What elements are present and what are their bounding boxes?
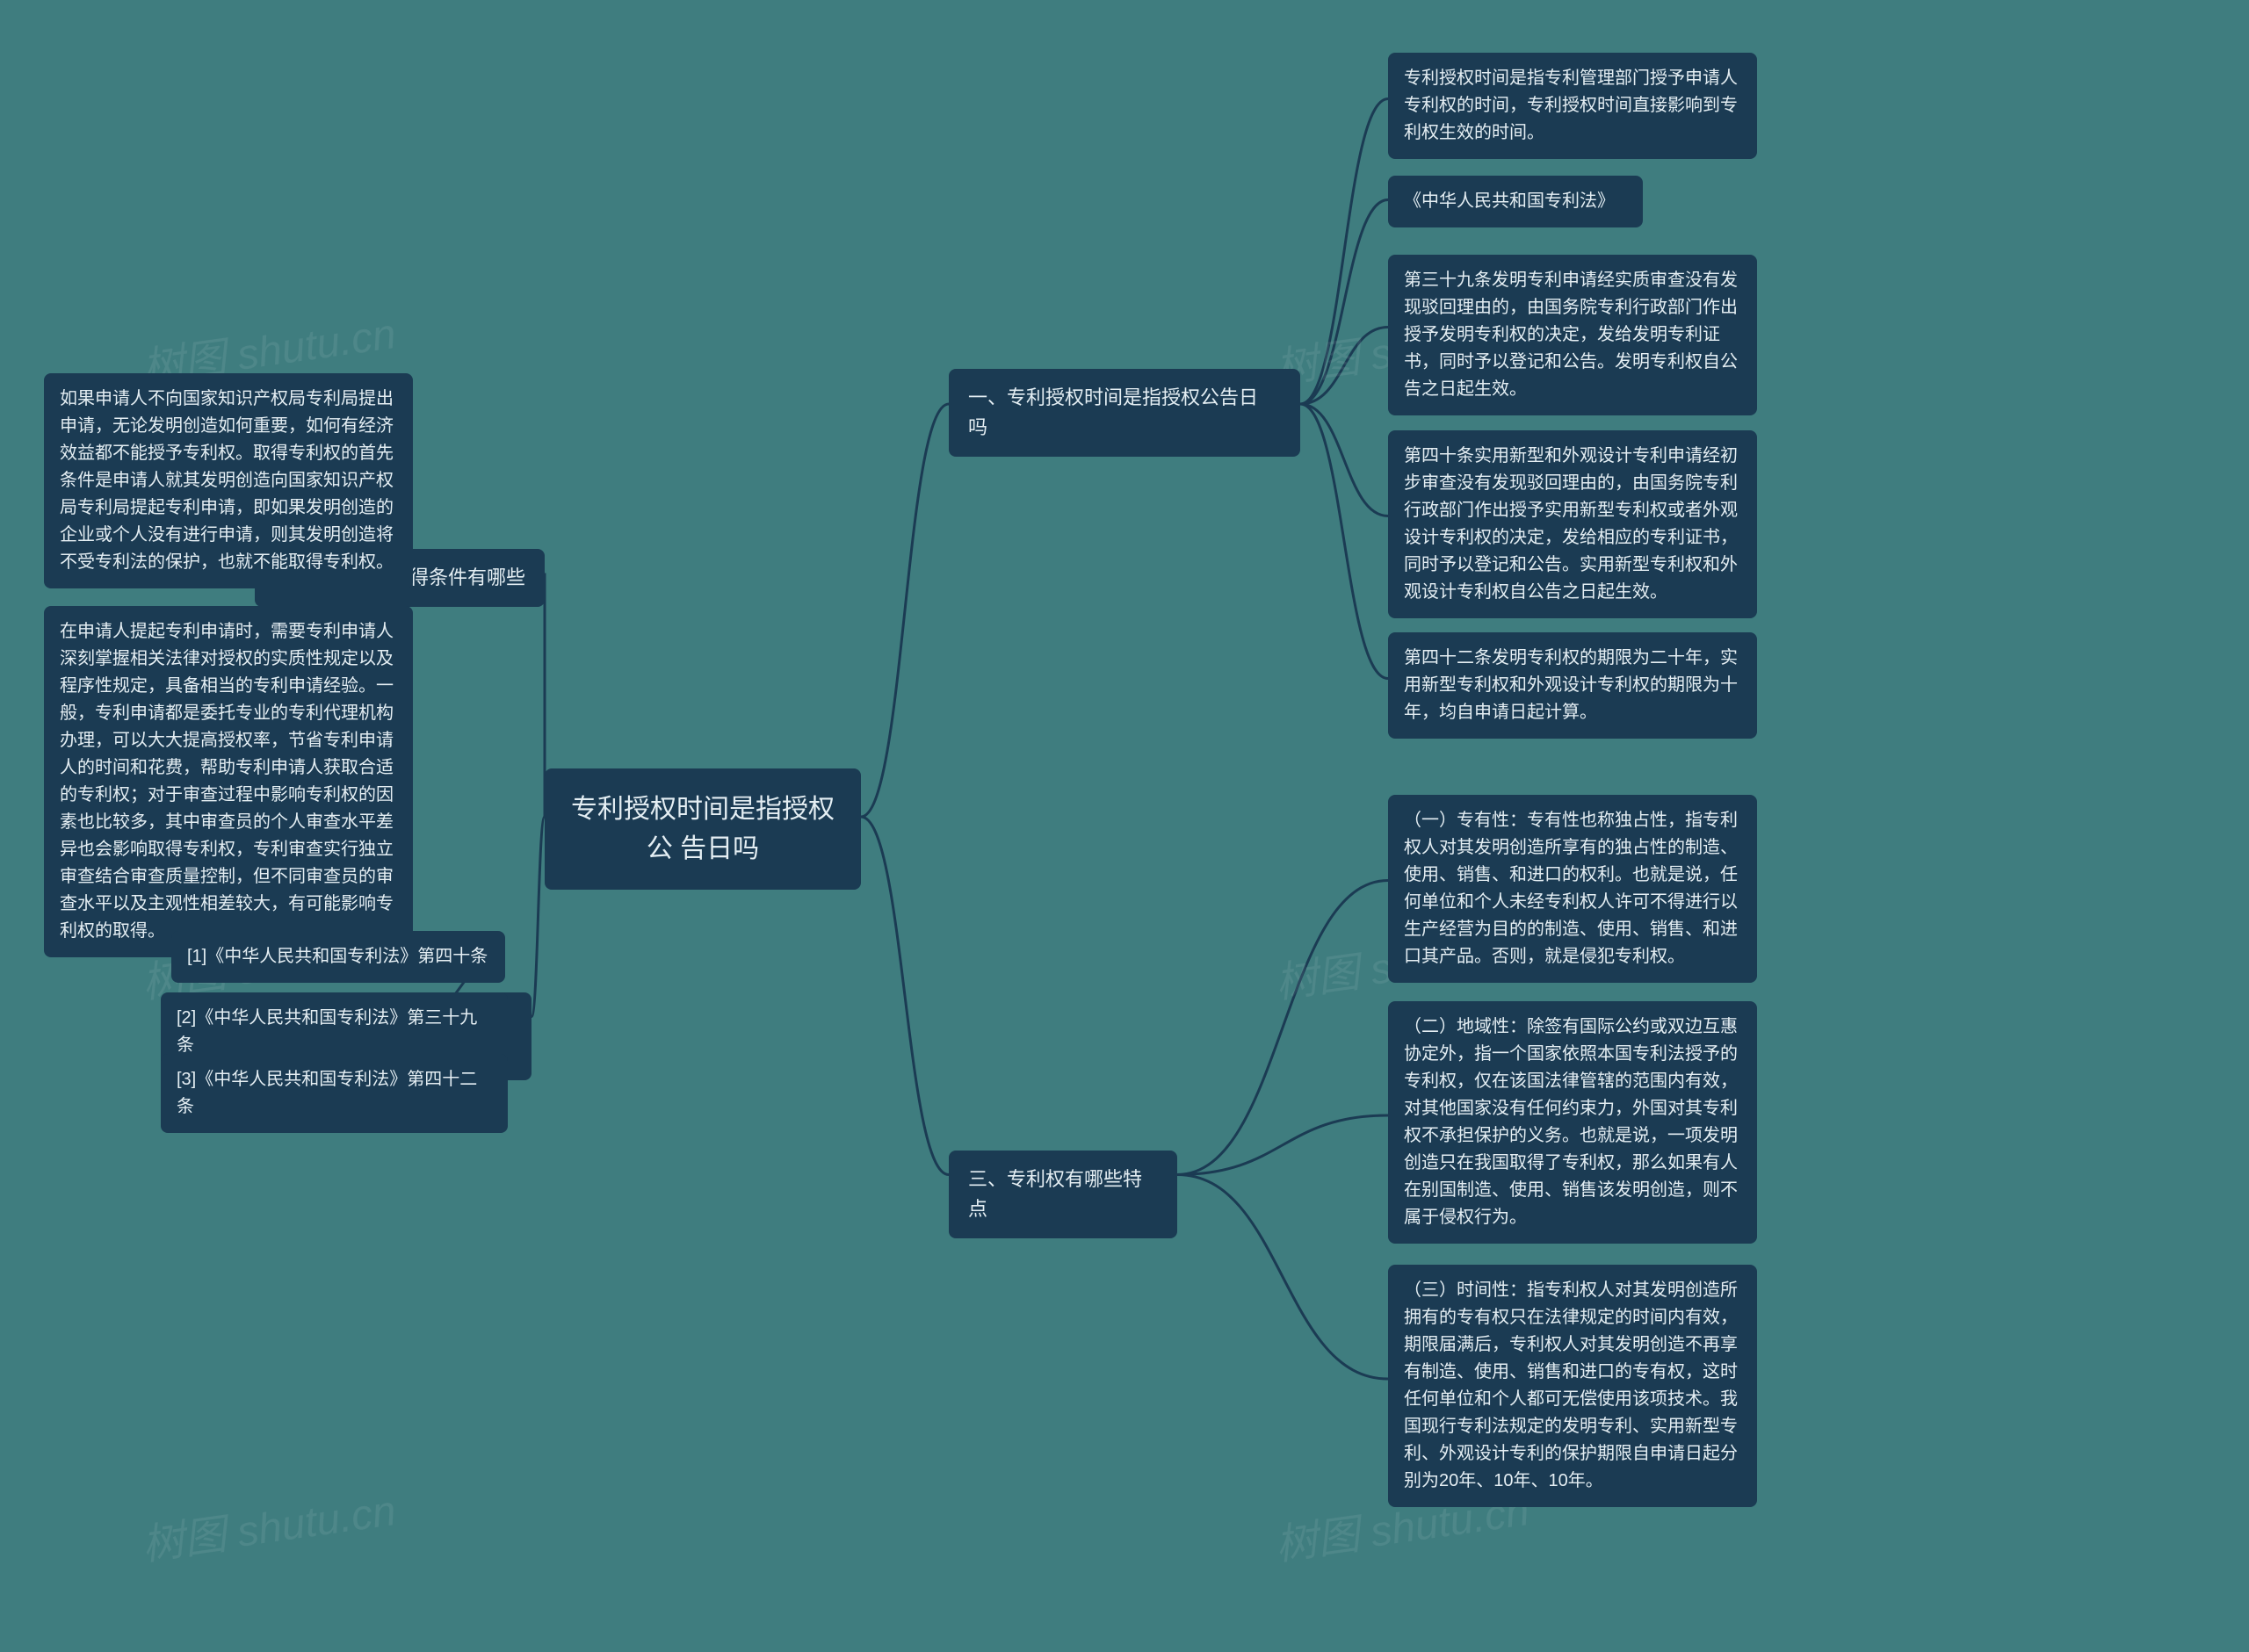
root-node: 专利授权时间是指授权公 告日吗 [545,768,861,890]
leaf-node: [3]《中华人民共和国专利法》第四十二条 [161,1054,508,1133]
leaf-node: 《中华人民共和国专利法》 [1388,176,1643,227]
edge [861,817,949,1175]
edge [1300,99,1388,405]
leaf-node: （一）专有性：专有性也称独占性，指专利权人对其发明创造所享有的独占性的制造、使用… [1388,795,1757,983]
branch-node: 一、专利授权时间是指授权公告日 吗 [949,369,1300,457]
leaf-node: 在申请人提起专利申请时，需要专利申请人深刻掌握相关法律对授权的实质性规定以及程序… [44,606,413,957]
edge [1177,1175,1388,1380]
leaf-node: 第四十条实用新型和外观设计专利申请经初步审查没有发现驳回理由的，由国务院专利行政… [1388,430,1757,618]
leaf-node: 第三十九条发明专利申请经实质审查没有发现驳回理由的，由国务院专利行政部门作出授予… [1388,255,1757,415]
edge [1177,881,1388,1175]
edge [532,817,545,1017]
leaf-node: （三）时间性：指专利权人对其发明创造所拥有的专有权只在法律规定的时间内有效，期限… [1388,1265,1757,1507]
edge [1300,404,1388,679]
edge [1300,328,1388,405]
leaf-node: [1]《中华人民共和国专利法》第四十条 [171,931,505,983]
watermark: 树图 shutu.cn [138,1475,400,1572]
leaf-node: 专利授权时间是指专利管理部门授予申请人专利权的时间，专利授权时间直接影响到专利权… [1388,53,1757,159]
edge [1177,1115,1388,1175]
edge [861,404,949,817]
leaf-node: 如果申请人不向国家知识产权局专利局提出申请，无论发明创造如何重要，如何有经济效益… [44,373,413,588]
leaf-node: 第四十二条发明专利权的期限为二十年，实用新型专利权和外观设计专利权的期限为十年，… [1388,632,1757,739]
leaf-node: （二）地域性：除签有国际公约或双边互惠协定外，指一个国家依照本国专利法授予的专利… [1388,1001,1757,1244]
edge [1300,200,1388,405]
branch-node: 三、专利权有哪些特点 [949,1151,1177,1238]
edge [1300,404,1388,516]
